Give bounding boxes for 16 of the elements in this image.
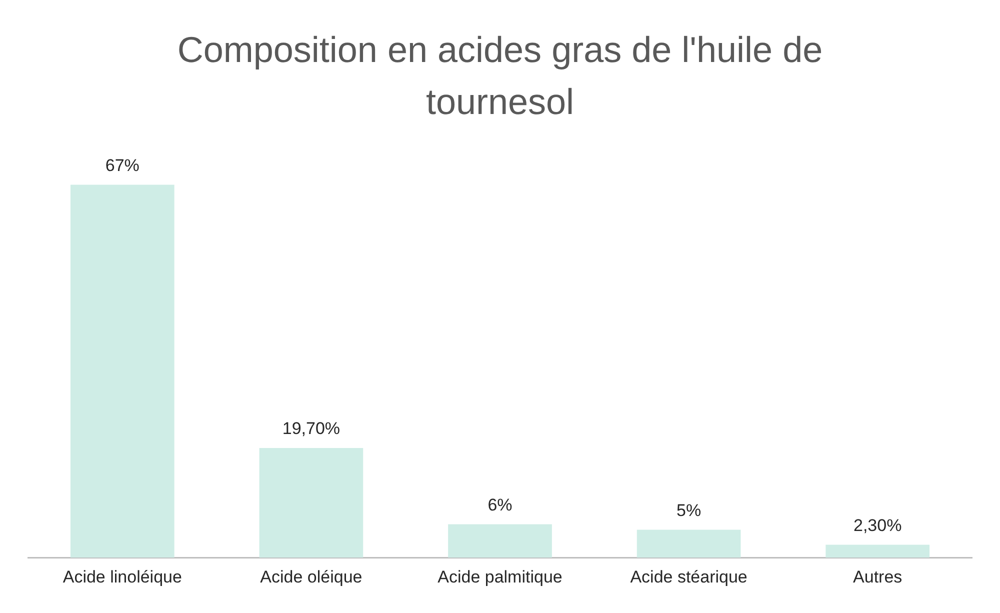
data-label: 2,30% [854,516,902,535]
x-tick-label: Autres [853,567,902,586]
x-tick-label: Acide oléique [260,567,362,586]
data-label: 5% [676,500,702,520]
data-label: 6% [488,495,512,514]
bar [826,544,930,558]
data-label: 19,70% [282,419,340,438]
bar [70,184,174,558]
x-tick-label: Acide stéarique [630,567,748,586]
x-tick-label: Acide palmitique [438,567,562,586]
bar [636,530,741,558]
bar [259,448,364,558]
chart-title: Composition en acides gras de l'huile de tournesol [176,28,824,124]
x-tick-label: Acide linoléique [62,567,182,586]
data-label: 67% [105,156,140,175]
bar [448,524,552,558]
